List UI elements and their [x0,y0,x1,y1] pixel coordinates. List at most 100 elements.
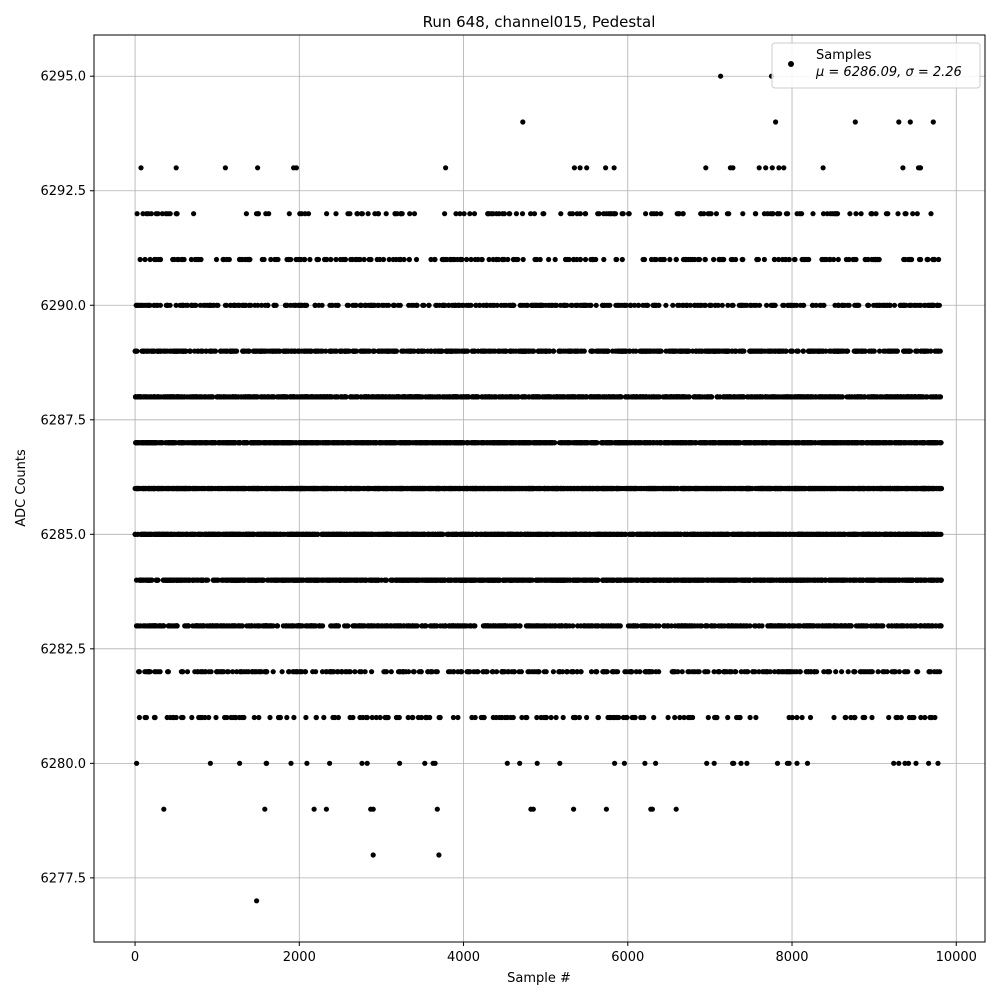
data-point [384,714,390,721]
data-point [558,623,564,629]
data-point [476,577,482,583]
data-point [763,165,769,171]
data-point [935,760,941,766]
data-point [684,577,690,583]
data-point [802,531,808,537]
data-point [391,623,398,629]
data-point [134,760,140,766]
data-point [926,669,932,675]
data-point [839,669,845,675]
data-point [750,669,756,675]
data-point [715,669,721,675]
data-point [756,623,762,629]
data-point [796,531,802,537]
data-point [586,531,592,537]
data-point [410,623,416,629]
data-point [686,623,692,629]
data-point [472,714,478,721]
data-point [173,714,179,721]
data-point [893,714,899,721]
data-point [805,623,811,629]
data-point [462,623,468,629]
data-point [608,623,614,629]
data-point [769,165,775,171]
data-point [622,669,628,675]
data-point [234,669,240,675]
data-point [581,577,587,583]
data-point [466,531,472,537]
data-point [908,623,914,629]
data-point [638,577,645,583]
data-point [705,669,711,675]
data-point [394,714,400,721]
data-point [384,531,390,537]
data-point [824,669,830,675]
data-point [168,531,174,537]
data-point [487,531,493,537]
data-point [364,760,370,766]
data-point [142,714,148,721]
data-point [237,760,243,766]
data-point [378,531,385,537]
data-point [865,669,871,675]
data-point [186,577,192,583]
data-point [163,577,169,583]
data-point [926,760,932,766]
data-point [913,760,919,766]
data-point [202,669,208,675]
data-point [269,577,275,583]
data-point [539,577,546,583]
data-point [313,669,319,675]
data-point [603,806,610,812]
data-point [189,714,195,721]
data-point [208,669,214,675]
data-point [536,669,542,675]
data-point [281,531,287,537]
data-point [284,714,290,721]
data-point [414,623,420,629]
data-point [264,531,270,537]
data-point [873,531,880,537]
data-point [714,714,720,721]
data-point [445,531,452,537]
data-point [466,669,472,675]
data-point [495,623,501,629]
data-point [455,714,461,721]
data-point [725,714,731,721]
data-point [573,714,579,721]
data-point [534,760,540,766]
data-point [578,669,584,675]
data-point [548,714,554,721]
data-point [160,623,167,629]
data-point [570,623,576,629]
data-point [689,531,696,537]
data-point [797,669,803,675]
data-point [530,806,536,812]
data-point [262,806,268,812]
data-point [798,577,804,583]
data-point [328,577,334,583]
data-point [879,577,885,583]
data-point [661,531,667,537]
data-point [735,623,741,629]
data-point [256,531,262,537]
data-point [405,714,411,721]
data-point [429,577,436,583]
data-point [756,531,762,537]
data-point [594,531,600,537]
data-point [225,669,231,675]
data-point [344,669,350,675]
data-point [718,531,725,537]
data-point [588,669,595,675]
data-point [152,714,158,721]
data-point [570,669,576,675]
data-point [718,73,724,79]
data-point [840,531,846,537]
data-point [559,669,566,675]
data-point [489,577,495,583]
data-point [831,714,837,721]
data-point [675,669,681,675]
data-point [470,577,476,583]
data-point [913,531,919,537]
data-point [744,623,750,629]
